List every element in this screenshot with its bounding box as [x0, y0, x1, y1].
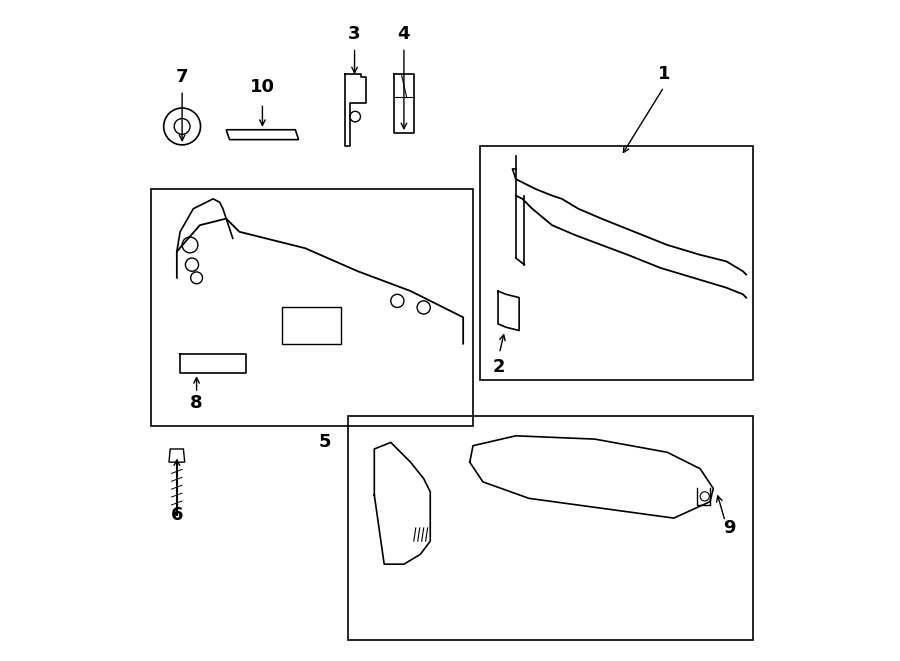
Text: 9: 9 [724, 519, 736, 537]
Text: 1: 1 [658, 65, 670, 83]
Text: 2: 2 [493, 358, 506, 375]
Bar [150, 189, 473, 426]
Text: 8: 8 [190, 394, 203, 412]
Text: 5: 5 [319, 434, 331, 451]
Bar [480, 146, 752, 380]
Text: 7: 7 [176, 68, 188, 86]
Bar [283, 307, 341, 344]
Text: 6: 6 [171, 506, 183, 524]
Text: 10: 10 [250, 78, 274, 96]
Text: 4: 4 [398, 25, 410, 44]
Bar [348, 416, 752, 640]
Text: 3: 3 [348, 25, 361, 44]
